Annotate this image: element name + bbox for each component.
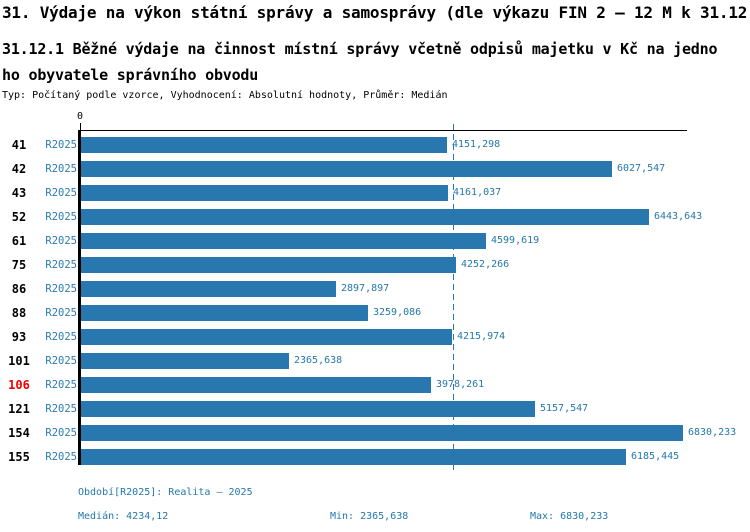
row-category-label: 41 [11,138,27,152]
bar-value-label: 4599,619 [491,235,540,246]
bar-value-label: 6027,547 [617,163,666,174]
row-series-label: R2025 [45,283,77,295]
row-category-label: 155 [8,450,30,464]
row-category-label: 75 [11,258,27,272]
bar-value-label: 5157,547 [540,403,589,414]
row-category-label: 52 [11,210,27,224]
footer-min: Min: 2365,638 [330,511,409,522]
bar-value-label: 4215,974 [457,331,506,342]
bar [81,353,289,369]
row-category-label: 61 [11,234,27,248]
indicator-subtitle-line1: 31.12.1 Běžné výdaje na činnost místní s… [2,40,718,58]
row-category-label: 86 [11,282,27,296]
bar-value-label: 3259,086 [373,307,422,318]
bar [81,305,368,321]
row-series-label: R2025 [45,379,77,391]
bar-value-label: 6185,445 [631,451,680,462]
bar-value-label: 2897,897 [341,283,390,294]
row-series-label: R2025 [45,259,77,271]
bar-value-label: 4252,266 [461,259,510,270]
bar [81,425,683,441]
bar [81,281,336,297]
row-series-label: R2025 [45,427,77,439]
bar [81,209,649,225]
row-series-label: R2025 [45,403,77,415]
row-series-label: R2025 [45,163,77,175]
footer-median: Medián: 4234,12 [78,511,169,522]
indicator-meta: Typ: Počítaný podle vzorce, Vyhodnocení:… [2,90,448,101]
bar [81,233,486,249]
row-series-label: R2025 [45,451,77,463]
indicator-subtitle-line2: ho obyvatele správního obvodu [2,66,259,84]
row-series-label: R2025 [45,187,77,199]
bar-value-label: 6830,233 [688,427,737,438]
bar-value-label: 4161,037 [453,187,502,198]
row-category-label: 88 [11,306,27,320]
median-line [453,124,454,470]
x-axis-zero-label: 0 [76,111,84,122]
row-category-label: 42 [11,162,27,176]
row-category-label: 93 [11,330,27,344]
bar-value-label: 3978,261 [436,379,485,390]
bar-value-label: 2365,638 [294,355,343,366]
row-category-label: 106 [8,378,30,392]
bar [81,257,456,273]
footer-max: Max: 6830,233 [530,511,609,522]
footer-period: Období[R2025]: Realita – 2025 [78,487,253,498]
row-series-label: R2025 [45,331,77,343]
bar [81,449,626,465]
row-series-label: R2025 [45,211,77,223]
row-category-label: 101 [8,354,30,368]
row-series-label: R2025 [45,235,77,247]
x-axis-line [80,130,687,131]
row-category-label: 154 [8,426,30,440]
bar [81,137,447,153]
row-series-label: R2025 [45,307,77,319]
x-axis-zero-tick [80,123,81,130]
bar-value-label: 6443,643 [654,211,703,222]
bar [81,401,535,417]
bar-value-label: 4151,298 [452,139,501,150]
bar [81,377,431,393]
row-category-label: 43 [11,186,27,200]
report-title: 31. Výdaje na výkon státní správy a samo… [2,3,750,22]
row-category-label: 121 [8,402,30,416]
bar [81,329,452,345]
row-series-label: R2025 [45,355,77,367]
row-series-label: R2025 [45,139,77,151]
y-axis-line [78,130,81,465]
bar [81,185,448,201]
bar [81,161,612,177]
